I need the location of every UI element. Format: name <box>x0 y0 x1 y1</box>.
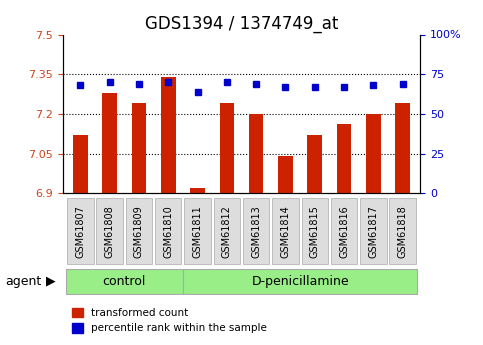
Text: GSM61810: GSM61810 <box>163 205 173 257</box>
FancyBboxPatch shape <box>301 198 328 264</box>
FancyBboxPatch shape <box>185 198 211 264</box>
Text: GSM61807: GSM61807 <box>75 205 85 258</box>
FancyBboxPatch shape <box>331 198 357 264</box>
Bar <box>220 103 234 193</box>
FancyBboxPatch shape <box>155 198 182 264</box>
Bar <box>278 156 293 193</box>
FancyBboxPatch shape <box>67 198 94 264</box>
Text: D-penicillamine: D-penicillamine <box>251 275 349 288</box>
Bar <box>161 77 176 193</box>
Bar <box>395 103 410 193</box>
Text: GSM61811: GSM61811 <box>193 205 202 257</box>
FancyBboxPatch shape <box>389 198 416 264</box>
Bar <box>366 114 381 193</box>
Bar <box>249 114 263 193</box>
Bar <box>190 188 205 193</box>
Text: GSM61815: GSM61815 <box>310 205 320 258</box>
Bar <box>132 103 146 193</box>
Bar <box>337 125 351 193</box>
Text: ▶: ▶ <box>46 275 56 288</box>
Title: GDS1394 / 1374749_at: GDS1394 / 1374749_at <box>145 15 338 33</box>
FancyBboxPatch shape <box>360 198 386 264</box>
Bar <box>73 135 88 193</box>
FancyBboxPatch shape <box>97 198 123 264</box>
FancyBboxPatch shape <box>183 269 417 294</box>
FancyBboxPatch shape <box>243 198 270 264</box>
Text: GSM61813: GSM61813 <box>251 205 261 257</box>
Text: GSM61814: GSM61814 <box>281 205 290 257</box>
Text: GSM61818: GSM61818 <box>398 205 408 257</box>
FancyBboxPatch shape <box>272 198 298 264</box>
Text: agent: agent <box>5 275 41 288</box>
FancyBboxPatch shape <box>213 198 240 264</box>
Legend: transformed count, percentile rank within the sample: transformed count, percentile rank withi… <box>68 304 271 338</box>
Text: GSM61812: GSM61812 <box>222 205 232 258</box>
FancyBboxPatch shape <box>66 269 183 294</box>
FancyBboxPatch shape <box>126 198 152 264</box>
Bar <box>102 93 117 193</box>
Text: GSM61809: GSM61809 <box>134 205 144 257</box>
Text: control: control <box>102 275 146 288</box>
Text: GSM61808: GSM61808 <box>105 205 114 257</box>
Text: GSM61816: GSM61816 <box>339 205 349 257</box>
Bar <box>307 135 322 193</box>
Text: GSM61817: GSM61817 <box>369 205 378 258</box>
